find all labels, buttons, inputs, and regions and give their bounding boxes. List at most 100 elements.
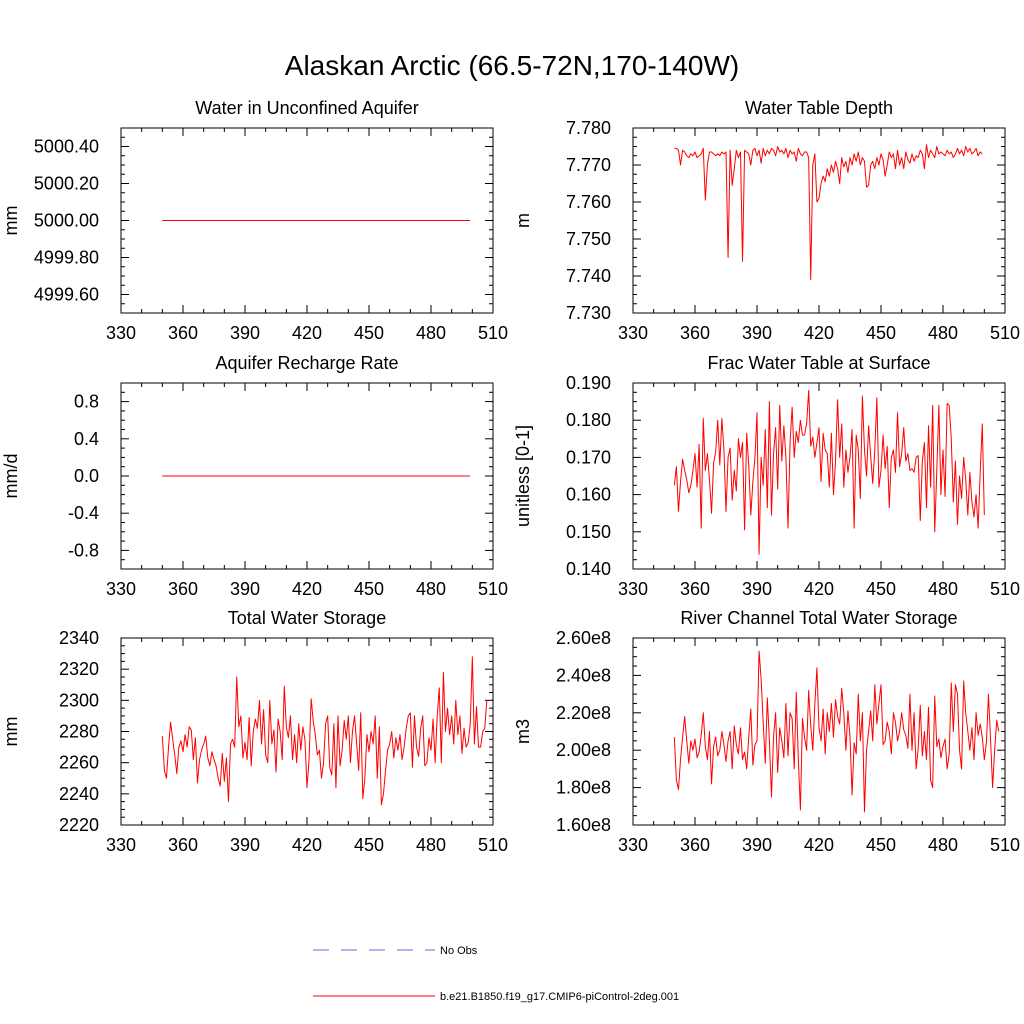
y-tick-label: 7.740: [566, 266, 611, 286]
x-tick-label: 330: [618, 579, 648, 599]
x-tick-label: 450: [866, 579, 896, 599]
x-tick-label: 420: [292, 835, 322, 855]
y-tick-label: 2280: [59, 722, 99, 742]
y-tick-label: 2240: [59, 784, 99, 804]
y-tick-label: 0.8: [74, 392, 99, 412]
y-tick-label: 0.180: [566, 410, 611, 430]
x-tick-label: 480: [928, 323, 958, 343]
y-tick-label: 0.190: [566, 373, 611, 393]
x-tick-label: 450: [866, 323, 896, 343]
chart-title: Frac Water Table at Surface: [707, 353, 930, 373]
x-tick-label: 330: [618, 835, 648, 855]
y-tick-label: 0.0: [74, 466, 99, 486]
y-tick-label: 0.150: [566, 522, 611, 542]
x-tick-label: 390: [742, 579, 772, 599]
x-tick-label: 390: [742, 835, 772, 855]
y-tick-label: 7.760: [566, 192, 611, 212]
x-tick-label: 330: [618, 323, 648, 343]
chart-panel-1: Water in Unconfined Aquifer mm 330 360 390 42…: [1, 98, 508, 343]
y-tick-label: 1.80e8: [556, 778, 611, 798]
y-tick-label: 0.160: [566, 485, 611, 505]
y-tick-label: 2300: [59, 690, 99, 710]
x-tick-label: 510: [990, 835, 1020, 855]
chart-panel-5: Total Water Storage mm 330 360 390 420 450 480 5…: [1, 608, 508, 855]
y-tick-label: -0.4: [68, 503, 99, 523]
x-tick-label: 420: [292, 323, 322, 343]
x-tick-label: 480: [928, 835, 958, 855]
y-tick-label: 7.730: [566, 303, 611, 323]
x-tick-label: 360: [680, 323, 710, 343]
y-axis-label: m3: [513, 719, 533, 744]
y-tick-label: 2.00e8: [556, 740, 611, 760]
plot-frame: [632, 637, 1006, 826]
figure-title: Alaskan Arctic (66.5-72N,170-140W): [284, 50, 740, 81]
x-tick-label: 330: [106, 579, 136, 599]
chart-title: River Channel Total Water Storage: [680, 608, 957, 628]
x-tick-label: 480: [416, 323, 446, 343]
x-tick-label: 360: [168, 835, 198, 855]
x-tick-label: 360: [168, 579, 198, 599]
y-axis-label: mm/d: [1, 454, 21, 499]
y-tick-label: 7.780: [566, 118, 611, 138]
plot-frame: [120, 637, 494, 826]
legend: No Obs b.e21.B1850.f19_g17.CMIP6-piContr…: [313, 945, 679, 1003]
x-tick-label: 330: [106, 835, 136, 855]
y-tick-label: 2.20e8: [556, 703, 611, 723]
x-tick-label: 360: [680, 579, 710, 599]
x-tick-label: 420: [804, 835, 834, 855]
x-tick-label: 450: [866, 835, 896, 855]
y-tick-label: 2260: [59, 753, 99, 773]
chart-title: Aquifer Recharge Rate: [215, 353, 398, 373]
y-tick-label: 7.770: [566, 155, 611, 175]
chart-title: Water Table Depth: [745, 98, 893, 118]
x-tick-label: 390: [230, 835, 260, 855]
y-axis-label: unitless [0-1]: [513, 425, 533, 527]
x-tick-label: 390: [230, 323, 260, 343]
y-tick-label: 5000.00: [34, 211, 99, 231]
chart-title: Total Water Storage: [228, 608, 386, 628]
series-line-1: [161, 656, 488, 806]
x-tick-label: 420: [292, 579, 322, 599]
series-line-1: [673, 650, 1000, 813]
y-tick-label: 0.170: [566, 447, 611, 467]
series-line-1: [674, 144, 983, 281]
y-tick-label: 0.4: [74, 429, 99, 449]
x-tick-label: 330: [106, 323, 136, 343]
series-line-1: [673, 389, 985, 555]
x-tick-label: 510: [990, 323, 1020, 343]
x-tick-label: 510: [990, 579, 1020, 599]
x-tick-label: 360: [680, 835, 710, 855]
y-tick-label: 2320: [59, 659, 99, 679]
chart-panel-4: Frac Water Table at Surface unitless [0-1…: [513, 353, 1020, 599]
y-tick-label: 2340: [59, 628, 99, 648]
y-tick-label: 7.750: [566, 229, 611, 249]
x-tick-label: 480: [928, 579, 958, 599]
legend-model-label: b.e21.B1850.f19_g17.CMIP6-piControl-2deg…: [440, 991, 679, 1003]
x-tick-label: 420: [804, 323, 834, 343]
y-tick-label: 0.140: [566, 559, 611, 579]
y-tick-label: 5000.40: [34, 137, 99, 157]
y-axis-label: m: [513, 213, 533, 228]
legend-obs-label: No Obs: [440, 945, 478, 957]
plot-frame: [632, 127, 1006, 314]
chart-panel-6: River Channel Total Water Storage m3 330 36…: [513, 608, 1020, 855]
x-tick-label: 420: [804, 579, 834, 599]
x-tick-label: 510: [478, 323, 508, 343]
y-tick-label: 2.60e8: [556, 628, 611, 648]
x-tick-label: 480: [416, 579, 446, 599]
y-axis-label: mm: [1, 717, 21, 747]
y-axis-label: mm: [1, 206, 21, 236]
x-tick-label: 390: [742, 323, 772, 343]
x-tick-label: 360: [168, 323, 198, 343]
x-tick-label: 480: [416, 835, 446, 855]
y-tick-label: 2.40e8: [556, 665, 611, 685]
y-tick-label: 4999.60: [34, 285, 99, 305]
x-tick-label: 450: [354, 579, 384, 599]
y-tick-label: 2220: [59, 815, 99, 835]
chart-panel-2: Water Table Depth m 330 360 390 420 450 480 510 7…: [513, 98, 1020, 343]
x-tick-label: 510: [478, 835, 508, 855]
y-tick-label: 5000.20: [34, 174, 99, 194]
y-tick-label: 4999.80: [34, 248, 99, 268]
chart-title: Water in Unconfined Aquifer: [195, 98, 418, 118]
